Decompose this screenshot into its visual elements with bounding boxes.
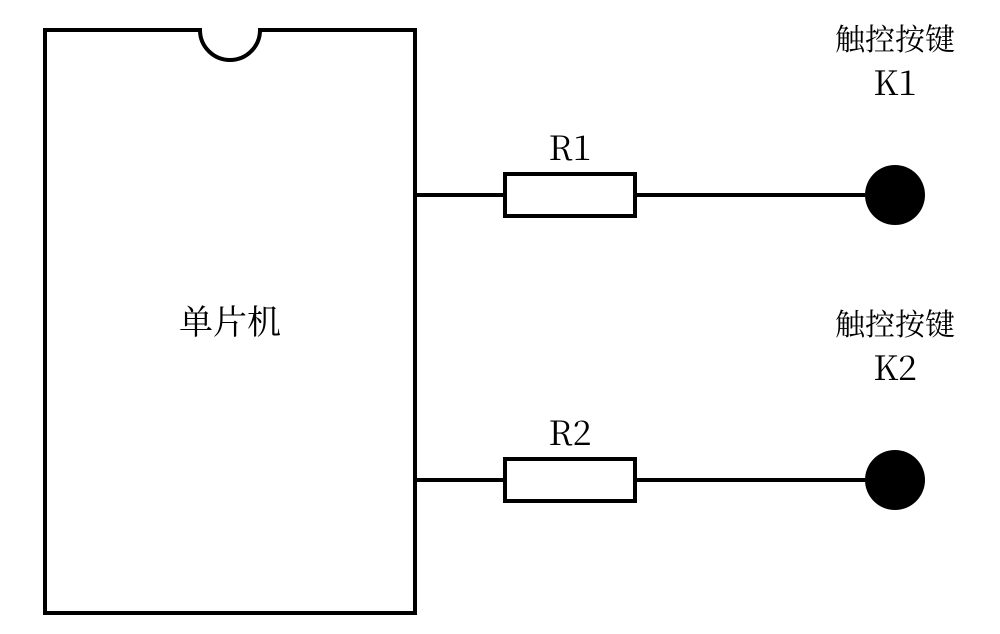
touch-button-k2-id: K2 [873,341,917,390]
touch-button-k1 [865,165,925,225]
resistor-r2-label: R2 [548,406,591,455]
mcu-label: 单片机 [179,295,281,344]
touch-button-group-label: 触控按键 [835,300,955,344]
touch-button-k1-id: K1 [873,56,917,105]
touch-button-group-label: 触控按键 [835,15,955,59]
resistor-r2 [505,459,635,501]
touch-button-k2 [865,450,925,510]
row-k2: R2 触控按键 K2 [415,300,955,510]
resistor-r1-label: R1 [548,121,591,170]
row-k1: R1 触控按键 K1 [415,15,955,225]
resistor-r1 [505,174,635,216]
mcu-chip: 单片机 [45,30,415,613]
circuit-diagram: 单片机 R1 触控按键 K1 R2 触控按键 K2 [0,0,1000,634]
